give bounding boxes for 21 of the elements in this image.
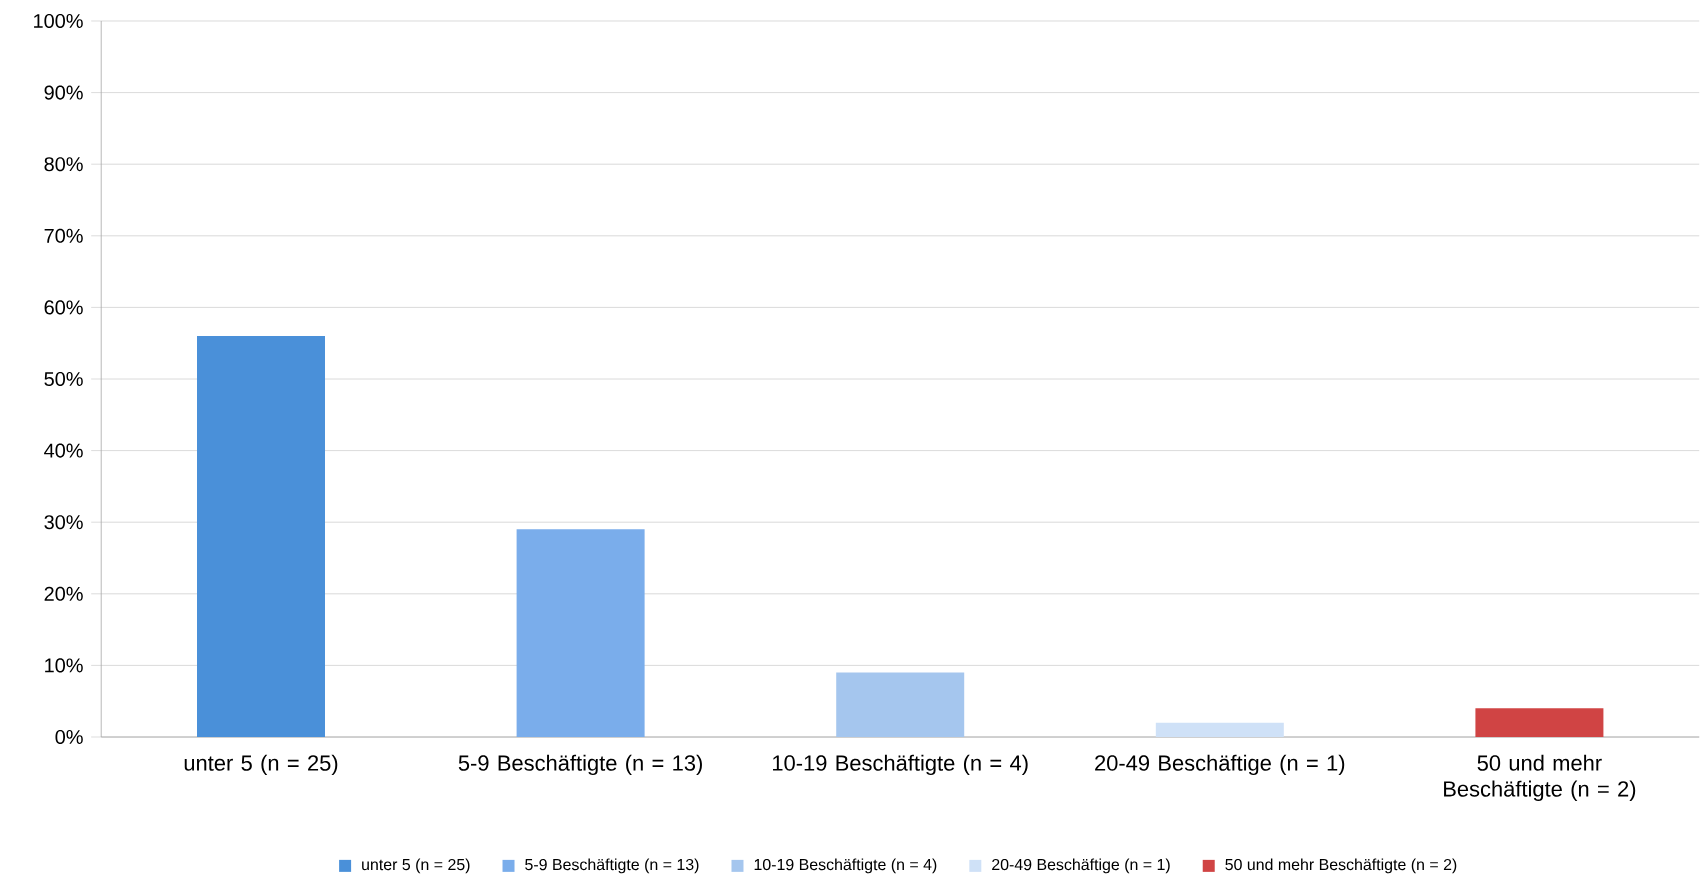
y-tick-label: 50% — [44, 371, 83, 387]
y-tick-label: 100% — [34, 13, 83, 29]
y-tick-label: 0% — [55, 729, 83, 745]
y-tick-label: 20% — [44, 586, 83, 601]
x-tick-label: 5-9 Beschäftigte (n = 13) — [458, 754, 702, 776]
y-tick-label: 70% — [44, 228, 83, 243]
y-tick-label: 80% — [44, 157, 83, 172]
y-tick-label: 40% — [44, 443, 83, 458]
legend-label: 10-19 Beschäftigte (n = 4) — [754, 858, 937, 874]
x-tick-label: 50 und mehr Beschäftigte (n = 2) — [1444, 754, 1636, 802]
x-tick-label: unter 5 (n = 25) — [184, 754, 338, 776]
legend-label: 50 und mehr Beschäftigte (n = 2) — [1225, 858, 1457, 874]
legend-label: 5-9 Beschäftigte (n = 13) — [525, 858, 699, 874]
y-tick-label: 30% — [44, 515, 83, 530]
y-tick-label: 60% — [44, 300, 83, 315]
legend-label: unter 5 (n = 25) — [362, 858, 470, 874]
legend-label: 20-49 Beschäftige (n = 1) — [992, 858, 1170, 874]
y-tick-label: 90% — [44, 85, 83, 100]
y-tick-label: 10% — [45, 658, 83, 673]
x-tick-label: 20-49 Beschäftige (n = 1) — [1095, 754, 1345, 776]
x-tick-label: 10-19 Beschäftigte (n = 4) — [773, 754, 1028, 776]
